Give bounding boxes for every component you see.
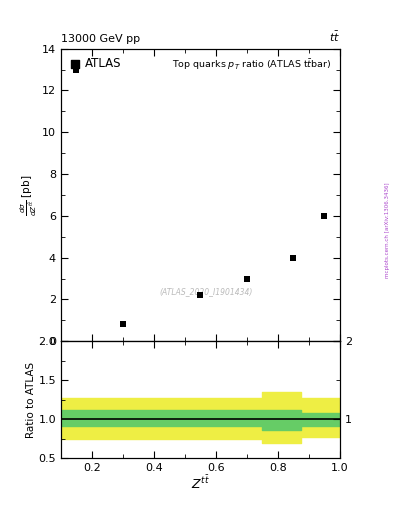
Point — [290, 253, 297, 262]
X-axis label: $Z^{t\bar{t}}$: $Z^{t\bar{t}}$ — [191, 475, 210, 492]
Text: 13000 GeV pp: 13000 GeV pp — [61, 33, 140, 44]
Text: Top quarks $p_T$ ratio (ATLAS t$\bar{t}$bar): Top quarks $p_T$ ratio (ATLAS t$\bar{t}$… — [173, 57, 332, 72]
Point — [321, 212, 328, 220]
Legend: ATLAS: ATLAS — [67, 55, 123, 72]
Text: (ATLAS_2020_I1901434): (ATLAS_2020_I1901434) — [159, 287, 253, 296]
Point — [244, 274, 250, 283]
Y-axis label: $\frac{d\sigma}{dZ^{t\bar{t}}}$ [pb]: $\frac{d\sigma}{dZ^{t\bar{t}}}$ [pb] — [18, 174, 39, 216]
Text: $t\bar{t}$: $t\bar{t}$ — [329, 29, 340, 44]
Y-axis label: Ratio to ATLAS: Ratio to ATLAS — [26, 361, 35, 438]
Point — [73, 66, 79, 74]
Point — [197, 291, 204, 300]
Point — [120, 321, 126, 329]
Text: mcplots.cern.ch [arXiv:1306.3436]: mcplots.cern.ch [arXiv:1306.3436] — [385, 183, 389, 278]
